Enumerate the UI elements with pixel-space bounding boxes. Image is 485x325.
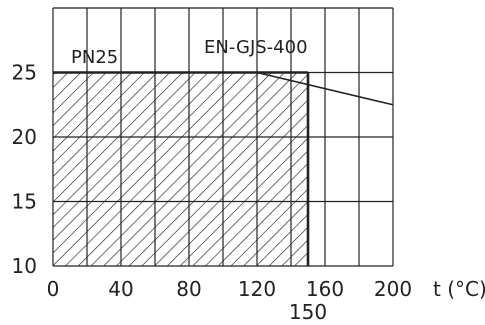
x-tick-label-150: 150 [289,300,327,324]
y-tick-label: 25 [12,61,37,85]
x-tick-label: 80 [176,277,201,301]
y-tick-label: 10 [12,254,37,278]
x-tick-label: 40 [108,277,133,301]
y-tick-label: 20 [12,125,37,149]
y-tick-label: 15 [12,190,37,214]
series-layer [53,71,394,266]
series-label-en-gjs-400: EN-GJS-400 [204,37,308,58]
x-tick-label: 120 [238,277,276,301]
tick-labels: 0 40 80 120 160 200 150 10 15 20 25 [12,61,413,325]
pn25-hatched-area [53,72,308,266]
x-axis-title: t (°C) [433,277,485,301]
en-gjs-400-line [256,71,394,106]
x-tick-label: 160 [306,277,344,301]
x-tick-label: 0 [47,277,60,301]
labels: PN25 EN-GJS-400 t (°C) [71,37,485,301]
series-label-pn25: PN25 [71,47,118,68]
x-tick-label: 200 [374,277,412,301]
